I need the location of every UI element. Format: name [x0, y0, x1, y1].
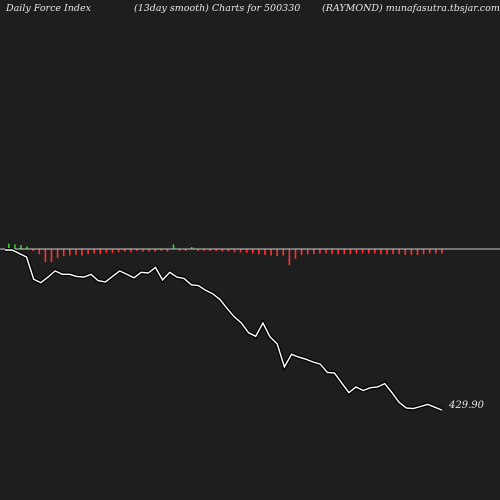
force-bar — [209, 249, 211, 251]
force-bar — [148, 249, 150, 252]
force-bar — [142, 249, 144, 252]
last-price-label: 429.90 — [448, 400, 485, 411]
force-bar — [282, 249, 285, 256]
force-bar — [264, 249, 266, 255]
force-bar — [215, 249, 217, 251]
force-bar — [75, 249, 77, 255]
force-bar — [331, 249, 333, 255]
force-bar — [428, 249, 431, 254]
force-bar — [8, 243, 10, 249]
force-bar — [111, 249, 114, 253]
force-bar — [252, 249, 254, 254]
force-bar — [319, 249, 321, 254]
force-bar — [325, 249, 327, 254]
price-series — [5, 248, 443, 412]
force-bar — [172, 244, 175, 249]
force-bar — [105, 249, 108, 253]
force-bar — [410, 249, 413, 255]
force-bar — [294, 249, 297, 259]
force-bar — [361, 249, 364, 254]
force-bar — [233, 249, 236, 253]
force-bar — [191, 247, 193, 249]
force-bar — [367, 249, 370, 254]
force-index-bars — [8, 243, 443, 266]
force-bar — [93, 249, 95, 254]
force-bar — [56, 249, 59, 259]
force-bar — [355, 249, 358, 254]
force-bar — [38, 249, 41, 255]
chart-title-center: (13day smooth) Charts for 500330 — [134, 3, 301, 14]
force-bar — [117, 249, 120, 253]
force-bar — [26, 246, 28, 249]
force-bar — [166, 249, 169, 252]
force-bar — [50, 249, 53, 262]
force-bar — [441, 249, 443, 254]
force-bar — [380, 249, 382, 255]
force-bar — [270, 249, 272, 256]
force-bar — [20, 245, 22, 249]
force-bar — [69, 249, 71, 256]
chart-title-left: Daily Force Index — [6, 3, 91, 14]
force-bar — [87, 249, 89, 255]
force-bar — [404, 249, 407, 255]
force-bar — [44, 249, 47, 262]
force-bar — [136, 249, 138, 251]
force-bar — [306, 249, 309, 255]
force-bar — [203, 249, 205, 251]
force-bar — [245, 249, 248, 253]
force-bar — [221, 249, 224, 252]
force-bar — [288, 249, 291, 266]
force-bar — [184, 249, 187, 251]
force-bar — [178, 249, 181, 251]
force-bar — [258, 249, 260, 255]
force-bar — [392, 249, 394, 255]
force-bar — [416, 249, 419, 255]
force-bar — [14, 244, 16, 249]
force-bar — [197, 249, 199, 251]
force-bar — [160, 249, 163, 251]
force-bar — [227, 249, 230, 252]
chart-title-right: (RAYMOND) munafasutra.tbsjar.com — [322, 3, 500, 14]
force-bar — [374, 249, 376, 254]
price-line — [5, 249, 443, 411]
force-bar — [386, 249, 388, 255]
force-bar — [276, 249, 278, 257]
force-bar — [337, 249, 339, 255]
force-bar — [123, 249, 126, 252]
force-bar — [130, 249, 132, 253]
force-bar — [32, 249, 34, 251]
force-bar — [154, 249, 156, 252]
force-bar — [62, 249, 65, 257]
force-bar — [99, 249, 102, 255]
force-bar — [422, 249, 425, 255]
force-bar — [343, 249, 346, 255]
force-bar — [349, 249, 352, 255]
force-bar — [300, 249, 303, 255]
force-bar — [81, 249, 83, 256]
force-bar — [239, 249, 242, 253]
force-bar — [313, 249, 315, 255]
force-bar — [398, 249, 400, 255]
force-bar — [435, 249, 437, 254]
